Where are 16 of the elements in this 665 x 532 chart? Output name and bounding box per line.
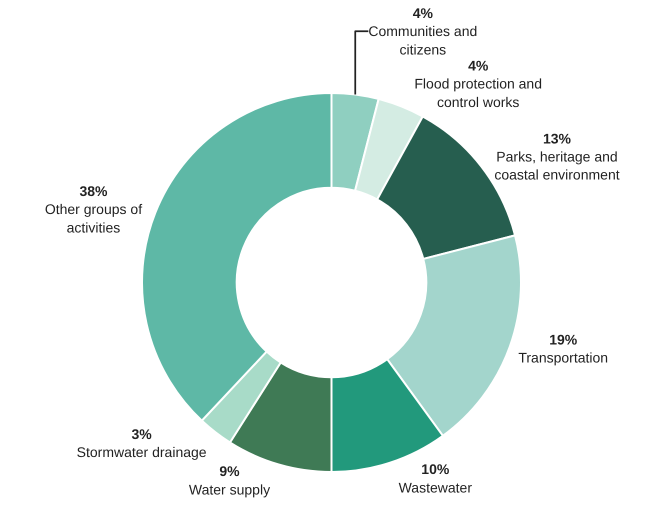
slice-label: Parks, heritage and coastal environment	[494, 148, 620, 183]
data-label: 13%	[542, 130, 572, 146]
data-label: 10%	[421, 461, 450, 478]
slice-label: Flood protection and control works	[414, 76, 542, 110]
slice-label: Transportation	[518, 350, 608, 366]
data-label: 4%	[468, 57, 489, 74]
data-label: 38%	[79, 182, 108, 199]
slice-label: Other groups of activities	[44, 201, 142, 236]
data-label: 3%	[132, 426, 152, 442]
slice-label: Water supply	[188, 481, 270, 498]
data-label: 4%	[412, 5, 434, 22]
data-label: 19%	[549, 332, 578, 348]
slice-label: Wastewater	[398, 479, 472, 496]
slice-label: Stormwater drainage	[76, 444, 207, 460]
data-label: 9%	[219, 463, 240, 480]
slice-label: Communities and citizens	[368, 23, 478, 58]
